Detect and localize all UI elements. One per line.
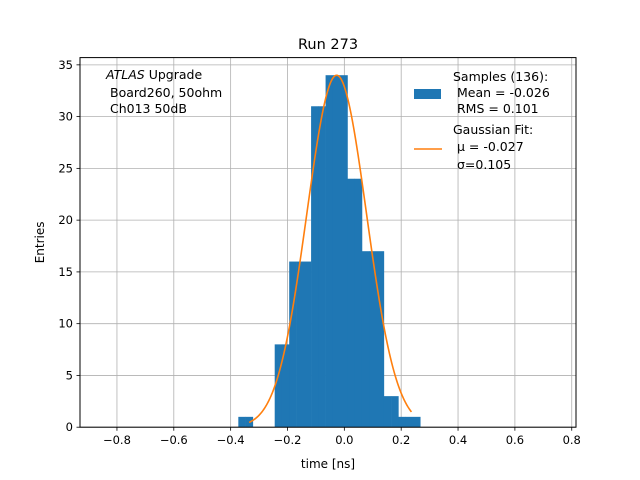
annotation-line-1: ATLAS Upgrade — [105, 67, 202, 82]
histogram-bar — [311, 106, 319, 428]
histogram-bar — [354, 178, 363, 428]
histogram-bar — [289, 261, 297, 428]
histogram-bar — [391, 396, 399, 428]
y-tick-label: 15 — [58, 265, 73, 279]
y-tick-label: 10 — [58, 317, 73, 331]
legend-samples-swatch — [414, 89, 441, 99]
histogram-bars — [238, 75, 421, 428]
histogram-bar — [405, 416, 421, 428]
x-tick-label: 0.2 — [392, 433, 410, 447]
x-tick-label: 0.6 — [506, 433, 524, 447]
x-tick-label: 0.4 — [449, 433, 467, 447]
histogram-bar — [274, 344, 283, 428]
annotation-line-3: Ch013 50dB — [110, 101, 187, 116]
fit-curve-line — [248, 74, 413, 424]
y-tick-label: 35 — [58, 58, 73, 72]
histogram-bar — [398, 416, 407, 428]
histogram-bar — [281, 344, 290, 428]
legend-samples-line-3: RMS = 0.101 — [457, 101, 539, 116]
legend-samples-line-2: Mean = -0.026 — [457, 85, 550, 100]
x-tick-label: −0.2 — [274, 433, 302, 447]
histogram-bar — [332, 75, 348, 428]
x-tick-label: 0.0 — [335, 433, 353, 447]
histogram-bar — [383, 396, 392, 428]
y-tick-label: 30 — [58, 110, 73, 124]
y-axis-label: Entries — [33, 222, 47, 264]
chart-title: Run 273 — [298, 37, 358, 53]
histogram-bar — [361, 251, 370, 428]
legend: Samples (136): Mean = -0.026 RMS = 0.101… — [414, 69, 550, 172]
histogram-bar — [296, 261, 312, 428]
y-tick-label: 25 — [58, 161, 73, 175]
legend-fit-line-3: σ=0.105 — [457, 157, 511, 172]
x-tick-label: −0.6 — [160, 433, 188, 447]
legend-samples-line-1: Samples (136): — [453, 69, 548, 84]
y-tick-label: 5 — [66, 368, 73, 382]
annotation-upgrade: Upgrade — [145, 67, 203, 82]
x-tick-label: −0.4 — [217, 433, 245, 447]
x-tick-label: −0.8 — [103, 433, 131, 447]
x-axis-label: time [ns] — [301, 457, 355, 471]
legend-fit-line-1: Gaussian Fit: — [453, 122, 533, 137]
x-tick-label: 0.8 — [563, 433, 581, 447]
histogram-bar — [238, 416, 246, 428]
histogram-bar — [318, 106, 326, 428]
annotation-line-2: Board260, 50ohm — [110, 85, 222, 100]
annotation-atlas: ATLAS — [105, 67, 145, 82]
plot-frame — [79, 57, 577, 428]
x-axis-ticks: −0.8 −0.6 −0.4 −0.2 0.0 0.2 0.4 0.6 0.8 — [103, 427, 581, 447]
y-tick-label: 0 — [66, 420, 73, 434]
annotation-box: ATLAS Upgrade Board260, 50ohm Ch013 50dB — [105, 67, 222, 116]
legend-fit-line-2: μ = -0.027 — [457, 139, 524, 154]
y-axis-ticks: 0 5 10 15 20 25 30 35 — [58, 58, 80, 434]
gaussian-fit — [248, 74, 413, 424]
y-tick-label: 20 — [58, 213, 73, 227]
histogram-bar — [325, 75, 334, 428]
histogram-bar — [369, 251, 385, 428]
histogram-bar — [347, 178, 356, 428]
